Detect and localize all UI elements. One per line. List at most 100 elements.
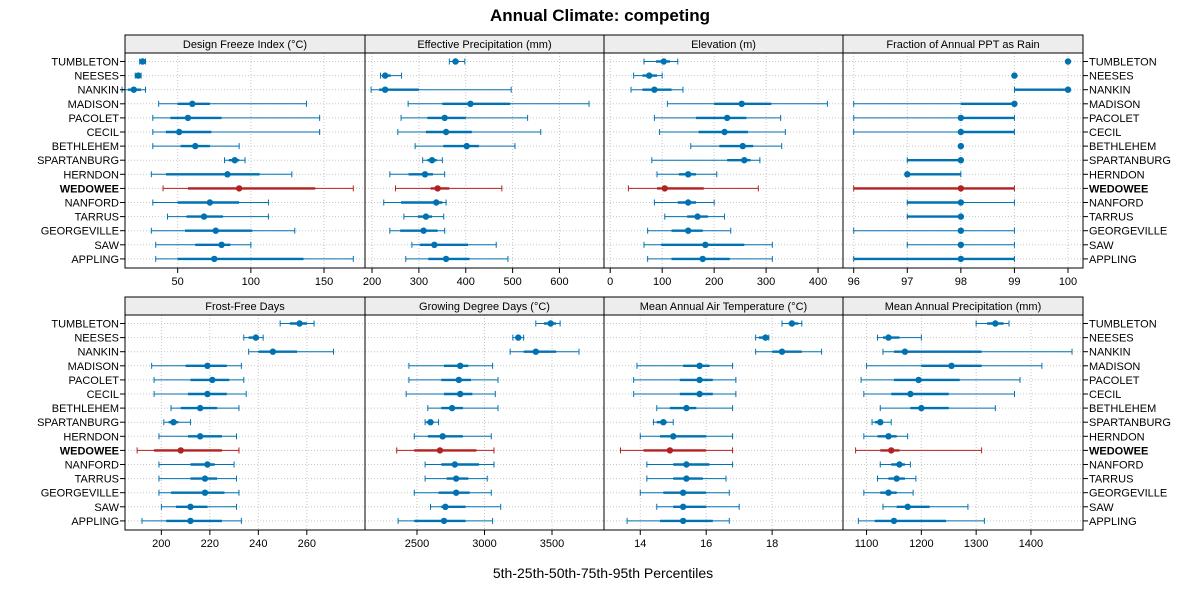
- series-nanford: [906, 199, 1015, 206]
- row-label-left: SAW: [94, 502, 119, 514]
- median-point: [187, 503, 194, 510]
- median-point: [646, 72, 653, 79]
- panel-title: Design Freeze Index (°C): [183, 39, 307, 51]
- panel-frame: [364, 52, 605, 269]
- series-appling: [155, 255, 354, 263]
- median-point: [739, 142, 746, 150]
- series-neeses: [512, 334, 525, 341]
- series-tarrus: [158, 475, 238, 482]
- series-wedowee: [855, 447, 983, 454]
- median-point: [456, 362, 464, 369]
- median-point: [885, 433, 892, 440]
- median-point: [452, 475, 460, 482]
- series-wedowee: [853, 185, 1015, 192]
- series-wedowee: [396, 447, 495, 454]
- median-point: [440, 517, 448, 525]
- median-point: [957, 227, 965, 234]
- panel-8: Mean Annual Precipitation (mm) 1100 1200 13…: [842, 296, 1084, 550]
- x-tick-label: 0: [607, 276, 613, 288]
- series-neeses: [243, 334, 264, 341]
- panel-3: Elevation (m) 0 100 200 300 400: [603, 34, 844, 288]
- median-point: [957, 142, 965, 150]
- row-label-left: PACOLET: [68, 375, 119, 387]
- series-wedowee: [619, 447, 734, 454]
- row-label-left: NEESES: [74, 71, 119, 83]
- series-pacolet: [400, 114, 529, 122]
- row-label-right: MADISON: [1089, 361, 1140, 373]
- median-point: [957, 114, 965, 122]
- median-point: [204, 362, 211, 369]
- row-label-right: GEORGEVILLE: [1089, 488, 1167, 500]
- series-bethlehem: [957, 142, 965, 150]
- series-appling: [405, 255, 509, 263]
- series-georgeville: [158, 489, 240, 496]
- median-point: [741, 157, 748, 164]
- series-tumbleton: [535, 320, 561, 327]
- row-label-right: HERNDON: [1089, 431, 1145, 443]
- series-pacolet: [152, 114, 321, 122]
- row-label-left: CECIL: [87, 389, 119, 401]
- series-appling: [647, 255, 773, 263]
- series-herndon: [413, 433, 492, 440]
- series-saw: [656, 503, 740, 510]
- x-tick-label: 14: [634, 538, 646, 550]
- row-label-right: NANKIN: [1089, 85, 1131, 97]
- series-georgeville: [150, 227, 296, 234]
- series-madison: [866, 362, 1043, 369]
- panel-2: Effective Precipitation (mm) 200 300 400 500…: [363, 34, 605, 288]
- series-saw: [411, 241, 497, 248]
- row-label-left: BETHLEHEM: [52, 141, 119, 153]
- median-point: [915, 376, 922, 384]
- series-nanford: [152, 199, 269, 206]
- median-point: [212, 227, 219, 234]
- median-point: [421, 171, 429, 178]
- series-georgeville: [639, 489, 730, 496]
- median-point: [456, 390, 464, 398]
- row-label-left: NANKIN: [77, 85, 119, 97]
- series-spartanburg: [652, 419, 674, 426]
- series-saw: [160, 503, 238, 510]
- row-label-right: MADISON: [1089, 99, 1140, 111]
- panel-7: Mean Annual Air Temperature (°C) 14 16 18: [603, 296, 844, 550]
- x-tick-label: 300: [757, 276, 775, 288]
- median-point: [422, 213, 430, 220]
- median-point: [694, 213, 701, 220]
- series-tumbleton: [139, 58, 146, 65]
- median-point: [467, 100, 474, 108]
- median-point: [134, 72, 142, 79]
- series-tumbleton: [1064, 58, 1072, 65]
- row-label-left: TARRUS: [75, 474, 119, 486]
- panel-6: Growing Degree Days (°C) 2500 3000 3500: [364, 296, 605, 550]
- x-tick-label: 97: [901, 276, 913, 288]
- series-spartanburg: [424, 419, 440, 426]
- median-point: [888, 447, 895, 454]
- row-label-left: NANFORD: [65, 198, 119, 210]
- median-point: [957, 255, 965, 263]
- series-bethlehem: [170, 404, 240, 412]
- series-cecil: [853, 128, 1015, 136]
- series-herndon: [656, 171, 718, 178]
- series-tarrus: [403, 213, 445, 220]
- row-label-left: NANKIN: [77, 347, 119, 359]
- series-nankin: [121, 86, 146, 93]
- series-nankin: [509, 348, 580, 355]
- series-nanford: [653, 199, 715, 206]
- series-tarrus: [166, 213, 269, 220]
- panel-5: Frost-Free Days 200 220 240 260: [124, 296, 366, 550]
- panels: Design Freeze Index (°C) 50 100 150 Effectiv…: [37, 34, 1171, 550]
- series-herndon: [639, 433, 734, 440]
- series-bethlehem: [414, 142, 516, 150]
- x-tick-label: 96: [848, 276, 860, 288]
- row-label-right: WEDOWEE: [1089, 445, 1148, 457]
- panel-title: Fraction of Annual PPT as Rain: [886, 39, 1039, 51]
- median-point: [177, 447, 184, 454]
- median-point: [957, 213, 965, 220]
- median-point: [442, 503, 449, 510]
- series-tarrus: [424, 475, 488, 482]
- median-point: [684, 171, 692, 178]
- series-saw: [906, 241, 1015, 248]
- series-pacolet: [633, 376, 737, 384]
- x-tick-label: 1200: [909, 538, 933, 550]
- row-label-right: TARRUS: [1089, 212, 1133, 224]
- series-georgeville: [853, 227, 1015, 234]
